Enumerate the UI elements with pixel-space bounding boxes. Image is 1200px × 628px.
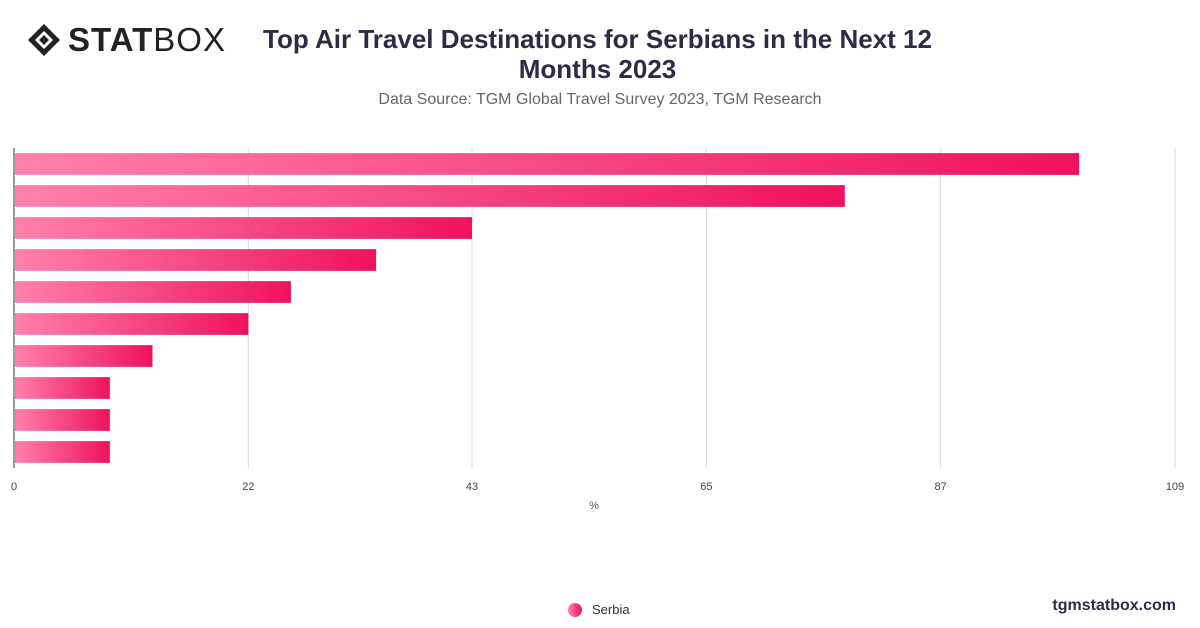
bar[interactable] — [15, 441, 110, 463]
statbox-diamond-icon — [28, 24, 60, 56]
bar[interactable] — [15, 377, 110, 399]
site-url[interactable]: tgmstatbox.com — [1052, 597, 1176, 614]
bar[interactable] — [15, 185, 845, 207]
bar[interactable] — [15, 313, 249, 335]
statbox-logo[interactable]: STATBOX — [26, 22, 226, 58]
bar[interactable] — [15, 281, 291, 303]
chart-subtitle: Data Source: TGM Global Travel Survey 20… — [378, 91, 822, 108]
bars — [15, 153, 1080, 463]
bar[interactable] — [15, 409, 110, 431]
bar[interactable] — [15, 217, 473, 239]
bar[interactable] — [15, 345, 153, 367]
x-tick-label: 109 — [1166, 481, 1184, 493]
logo-text-bold: STAT — [68, 21, 154, 58]
chart-title: Top Air Travel Destinations for Serbians… — [263, 24, 932, 84]
x-tick-label: 22 — [242, 481, 254, 493]
logo-text-light: BOX — [153, 21, 226, 58]
legend-marker — [568, 602, 582, 617]
x-tick-label: 0 — [11, 481, 17, 493]
legend[interactable]: Serbia — [568, 602, 630, 617]
legend-label: Serbia — [592, 602, 630, 617]
x-axis-label: % — [589, 500, 599, 512]
logo-text: STATBOX — [68, 22, 226, 58]
x-tick-label: 43 — [466, 481, 478, 493]
bar[interactable] — [15, 249, 377, 271]
bar[interactable] — [15, 153, 1080, 175]
x-tick-label: 65 — [700, 481, 712, 493]
x-axis-ticks: 0 22 43 65 87 109 — [11, 481, 1184, 493]
x-tick-label: 87 — [935, 481, 947, 493]
